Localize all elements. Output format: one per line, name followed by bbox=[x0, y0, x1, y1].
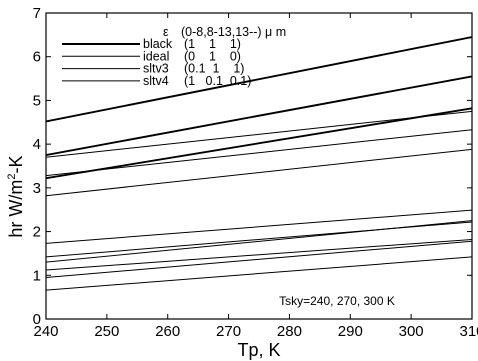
y-tick-label: 2 bbox=[33, 224, 41, 241]
x-tick-label: 280 bbox=[277, 323, 302, 340]
series-line-ideal-tsky-270 bbox=[46, 129, 472, 177]
series-line-sltv4-tsky-240 bbox=[46, 256, 472, 291]
x-tick-label: 260 bbox=[155, 323, 180, 340]
legend-values-black: (1 1 1) bbox=[184, 37, 241, 51]
y-tick-label: 6 bbox=[33, 49, 41, 66]
x-tick-label: 250 bbox=[94, 323, 119, 340]
x-tick-label: 270 bbox=[216, 323, 241, 340]
series-line-sltv4-tsky-270 bbox=[46, 240, 472, 278]
legend-label-sltv3: sltv3 bbox=[143, 62, 169, 76]
legend-header-symbol: ε bbox=[163, 25, 169, 39]
y-axis-label-tail: -K bbox=[6, 156, 26, 174]
series-line-black-tsky-240 bbox=[46, 107, 472, 180]
series-lines bbox=[46, 36, 472, 291]
series-line-ideal-tsky-240 bbox=[46, 148, 472, 197]
legend-values-sltv3: (0.1 1 1) bbox=[184, 62, 244, 76]
series-line-ideal-tsky-300 bbox=[46, 110, 472, 158]
series-line-sltv3-tsky-300 bbox=[46, 209, 472, 244]
y-axis-label-sup: 2 bbox=[6, 174, 18, 180]
y-tick-label: 4 bbox=[33, 136, 41, 153]
series-line-black-tsky-300 bbox=[46, 36, 472, 123]
x-tick-label: 310 bbox=[459, 323, 478, 340]
legend: ε (0-8,8-13,13--) μ m black (1 1 1) ideal (… bbox=[62, 25, 286, 88]
x-tick-label: 290 bbox=[338, 323, 363, 340]
y-axis-label-base: hr W/m bbox=[6, 180, 26, 238]
x-tick-label: 240 bbox=[33, 323, 58, 340]
tsky-annotation: Tsky=240, 270, 300 K bbox=[279, 294, 395, 308]
y-tick-label: 0 bbox=[33, 311, 41, 328]
axis-ticks: 240 250 260 270 280 290 300 310 0 1 2 3 4 5 6 7 bbox=[33, 5, 478, 340]
y-tick-label: 3 bbox=[33, 180, 41, 197]
legend-values-sltv4: (1 0.1 0.1) bbox=[184, 74, 251, 88]
legend-header-text: (0-8,8-13,13--) μ m bbox=[181, 25, 286, 39]
y-tick-label: 5 bbox=[33, 92, 41, 109]
y-tick-label: 7 bbox=[33, 5, 41, 22]
legend-label-ideal: ideal bbox=[143, 49, 169, 63]
series-line-sltv3-tsky-240 bbox=[46, 238, 472, 271]
y-axis-label: hr W/m2-K bbox=[6, 156, 26, 238]
y-tick-label: 1 bbox=[33, 267, 41, 284]
legend-label-black: black bbox=[143, 37, 173, 51]
x-axis-label: Tp, K bbox=[237, 340, 280, 360]
legend-label-sltv4: sltv4 bbox=[143, 74, 169, 88]
x-tick-label: 300 bbox=[399, 323, 424, 340]
series-line-black-tsky-270 bbox=[46, 75, 472, 157]
series-line-sltv4-tsky-300 bbox=[46, 220, 472, 263]
plot-frame bbox=[45, 12, 473, 320]
legend-values-ideal: (0 1 0) bbox=[184, 49, 241, 63]
